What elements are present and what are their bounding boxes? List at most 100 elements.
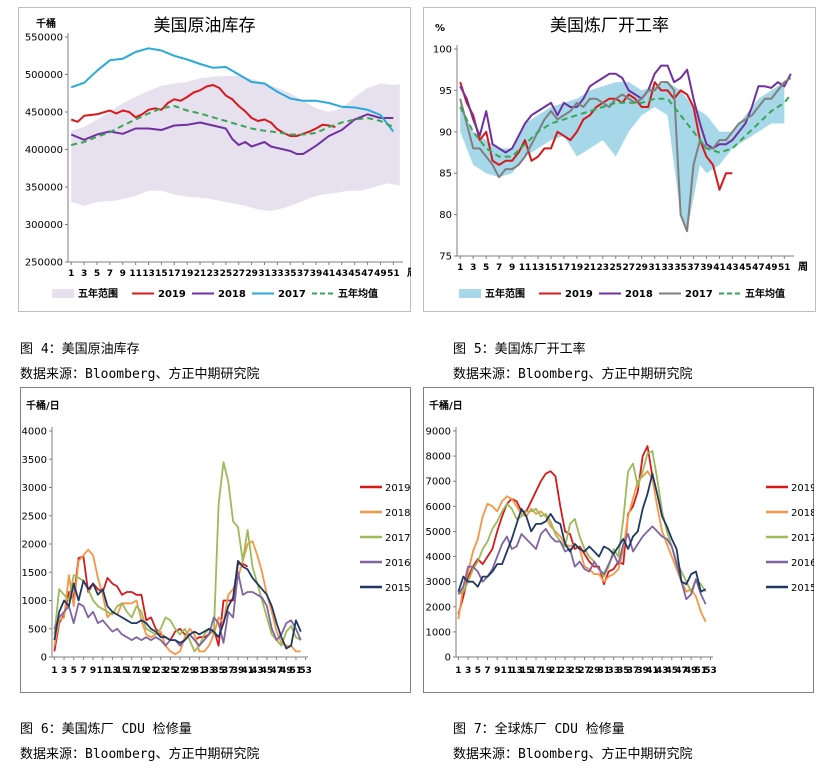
x-tick-label: 23	[207, 269, 220, 279]
range-band	[460, 82, 785, 232]
legend-label: 2018	[218, 289, 246, 300]
x-tick-label: 49	[374, 269, 387, 279]
x-tick-label: 19	[539, 666, 552, 676]
x-tick-label: 25	[569, 666, 582, 676]
x-tick-label: 31	[598, 666, 611, 676]
x-tick-label: 11	[129, 269, 142, 279]
x-tick-label: 27	[578, 666, 591, 676]
y-tick-label: 550000	[25, 33, 63, 44]
legend-label: 2019	[158, 289, 186, 300]
x-tick-label: 33	[607, 666, 620, 676]
y-tick-label: 6000	[426, 502, 451, 513]
y-tick-label: 4000	[22, 427, 47, 438]
x-tick-label: 43	[251, 666, 264, 676]
x-tick-label: 23	[559, 666, 572, 676]
x-tick-label: 23	[154, 666, 167, 676]
x-tick-label: 11	[501, 666, 514, 676]
y-axis-unit: 千桶/日	[26, 399, 60, 412]
x-tick-label: 37	[222, 666, 235, 676]
x-tick-label: 21	[549, 666, 562, 676]
caption-source-fig7: 数据来源：Bloomberg、方正中期研究院	[453, 747, 693, 762]
y-tick-label: 75	[439, 252, 452, 263]
x-tick-label: 49	[280, 666, 293, 676]
y-tick-label: 3500	[22, 455, 47, 466]
x-tick-label: 3	[470, 263, 476, 273]
x-tick-label: 5	[475, 666, 481, 676]
y-axis-unit: 千桶	[36, 17, 56, 30]
x-tick-label: 11	[96, 666, 109, 676]
x-tick-label: 21	[584, 263, 597, 273]
y-tick-label: 2500	[22, 511, 47, 522]
chart-us-cdu-maintenance: 千桶/日 0 500 1000 1500 2000 2500 3000 3500 4000 1 3 5 7…	[20, 387, 411, 693]
x-tick-label: 9	[90, 666, 96, 676]
x-tick-label: 39	[232, 666, 245, 676]
x-tick-label: 13	[510, 666, 523, 676]
x-tick-label: 27	[174, 666, 187, 676]
x-tick-label: 13	[532, 263, 545, 273]
legend-label: 五年范围	[485, 287, 525, 300]
x-tick-label: 39	[700, 263, 713, 273]
chart-title: 美国原油库存	[154, 16, 256, 36]
x-tick-label: 41	[646, 666, 659, 676]
x-tick-label: 41	[323, 269, 336, 279]
x-tick-label: 19	[135, 666, 148, 676]
chart-frame	[20, 387, 411, 693]
x-tick-label: 29	[183, 666, 196, 676]
y-tick-label: 0	[445, 653, 451, 664]
x-tick-label: 43	[656, 666, 669, 676]
x-tick-label: 43	[726, 263, 739, 273]
x-tick-label: 51	[695, 666, 708, 676]
caption-fig5: 图 5：美国炼厂开工率	[453, 342, 586, 357]
series-line-2017	[70, 47, 395, 133]
caption-source-fig4: 数据来源：Bloomberg、方正中期研究院	[20, 367, 260, 382]
y-tick-label: 85	[439, 169, 452, 180]
x-tick-label: 9	[509, 263, 515, 273]
y-tick-label: 2000	[426, 602, 451, 613]
x-tick-label: 11	[519, 263, 532, 273]
y-tick-label: 9000	[426, 427, 451, 438]
x-tick-label: 31	[258, 269, 271, 279]
y-tick-label: 400000	[25, 145, 63, 156]
chart-global-cdu-maintenance: 千桶/日 0 1000 2000 3000 4000 5000 6000 7000 8000 900…	[423, 387, 814, 693]
y-tick-label: 350000	[25, 183, 63, 194]
chart-us-crude-inventory-svg: 美国原油库存 千桶 250000 300000 350000 400000 450000 50…	[18, 7, 411, 312]
series-line-2019	[459, 81, 733, 191]
y-tick-label: 1500	[22, 568, 47, 579]
x-tick-label: 29	[245, 269, 258, 279]
x-tick-label: 35	[212, 666, 225, 676]
x-tick-label: 29	[635, 263, 648, 273]
y-tick-label: 250000	[25, 258, 63, 269]
y-tick-label: 4000	[426, 552, 451, 563]
y-tick-label: 2000	[22, 540, 47, 551]
x-tick-label: 13	[106, 666, 119, 676]
x-tick-label: 41	[713, 263, 726, 273]
legend-label: 2017	[685, 289, 713, 300]
x-tick-label: 45	[666, 666, 679, 676]
series-line-2016	[53, 571, 302, 647]
x-tick-label: 27	[232, 269, 245, 279]
x-tick-label: 7	[107, 269, 113, 279]
y-tick-label: 500000	[25, 70, 63, 81]
chart-us-crude-inventory: 美国原油库存 千桶 250000 300000 350000 400000 450000 50…	[18, 7, 411, 312]
x-tick-label: 33	[203, 666, 216, 676]
legend-label: 五年均值	[745, 287, 785, 300]
x-tick-label: 3	[81, 269, 87, 279]
x-axis-label: 周	[798, 261, 808, 273]
y-tick-label: 100	[433, 45, 452, 56]
x-tick-label: 17	[168, 269, 181, 279]
x-tick-label: 51	[778, 263, 791, 273]
series-line-2016	[457, 525, 707, 605]
x-tick-label: 9	[120, 269, 126, 279]
y-tick-label: 450000	[25, 108, 63, 119]
series-line-2015	[53, 559, 302, 650]
caption-source-fig6: 数据来源：Bloomberg、方正中期研究院	[20, 747, 260, 762]
x-tick-label: 47	[752, 263, 765, 273]
y-tick-label: 3000	[426, 577, 451, 588]
x-tick-label: 33	[271, 269, 284, 279]
legend-label: 2017	[278, 289, 306, 300]
x-tick-label: 43	[336, 269, 349, 279]
legend-label: 2015	[385, 583, 410, 594]
series-line-2018	[70, 113, 394, 155]
x-tick-label: 45	[739, 263, 752, 273]
